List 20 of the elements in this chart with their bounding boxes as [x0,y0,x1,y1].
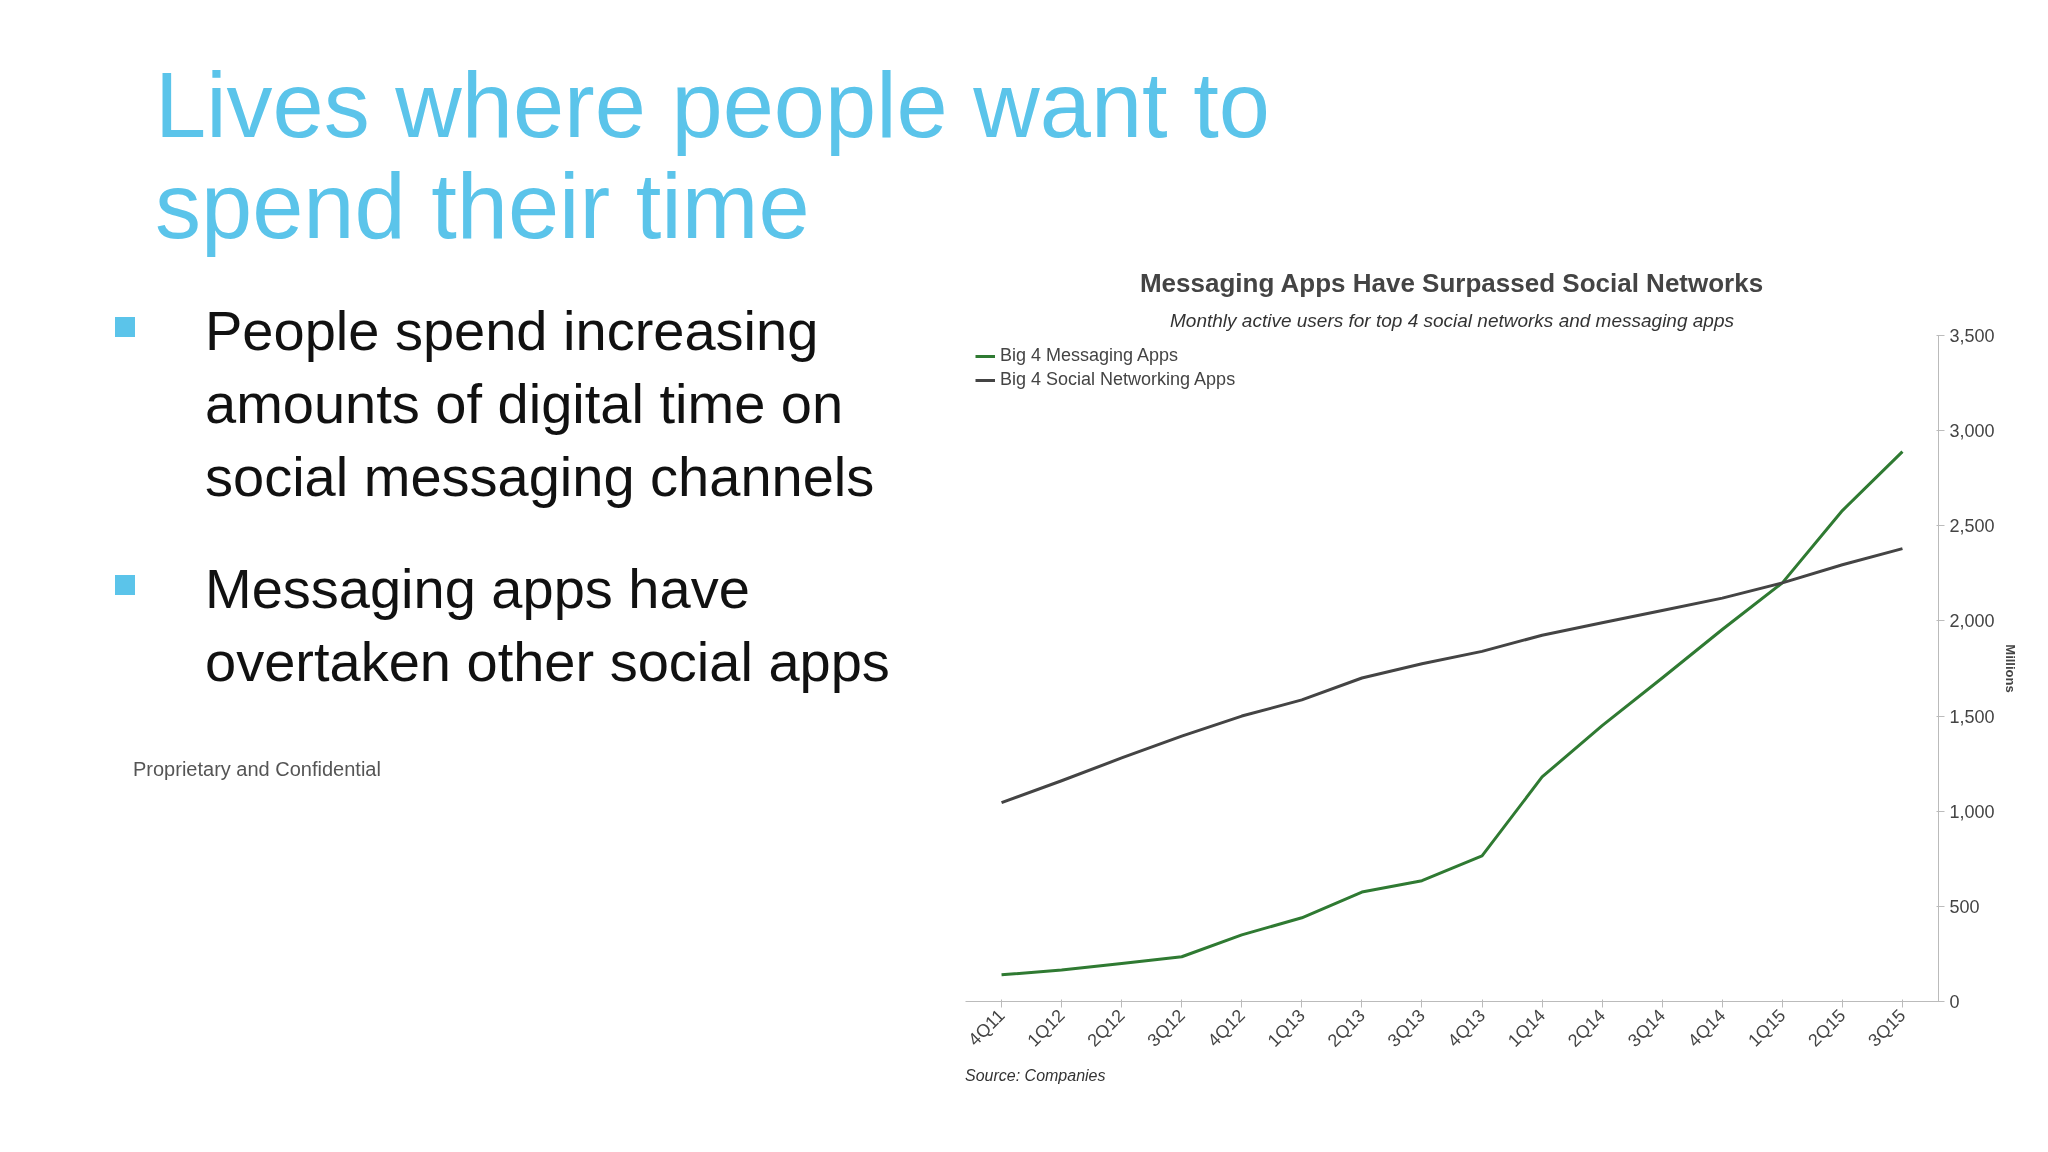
y-tick-label: 2,500 [1949,516,1995,537]
y-tick-label: 500 [1949,896,1980,917]
y-tick-label: 2,000 [1949,611,1995,632]
legend-label: Big 4 Social Networking Apps [1000,369,1236,390]
chart-subtitle: Monthly active users for top 4 social networks and messaging apps [1170,309,1735,331]
line-series [1000,547,1904,805]
line-series [1000,450,1904,977]
y-axis-title: Millions [2002,644,2018,693]
y-tick-label: 0 [1949,992,1960,1012]
source-note: Source: Companies [965,1066,1106,1086]
legend-label: Big 4 Messaging Apps [1000,345,1179,366]
y-tick-label: 1,500 [1949,706,1995,727]
chart-title: Messaging Apps Have Surpassed Social Networks [1139,267,1764,298]
y-tick-label: 3,000 [1949,421,1995,442]
y-tick-label: 1,000 [1949,801,1995,822]
text: Proprietary and Confidential [133,757,381,782]
y-tick-label: 3,500 [1949,326,1995,346]
text: People spend increasing amounts of digital time on social messaging channels [205,298,876,510]
text: Messaging apps have overtaken other social apps [205,556,891,696]
text: Lives where people want to spend their time [155,54,1271,258]
